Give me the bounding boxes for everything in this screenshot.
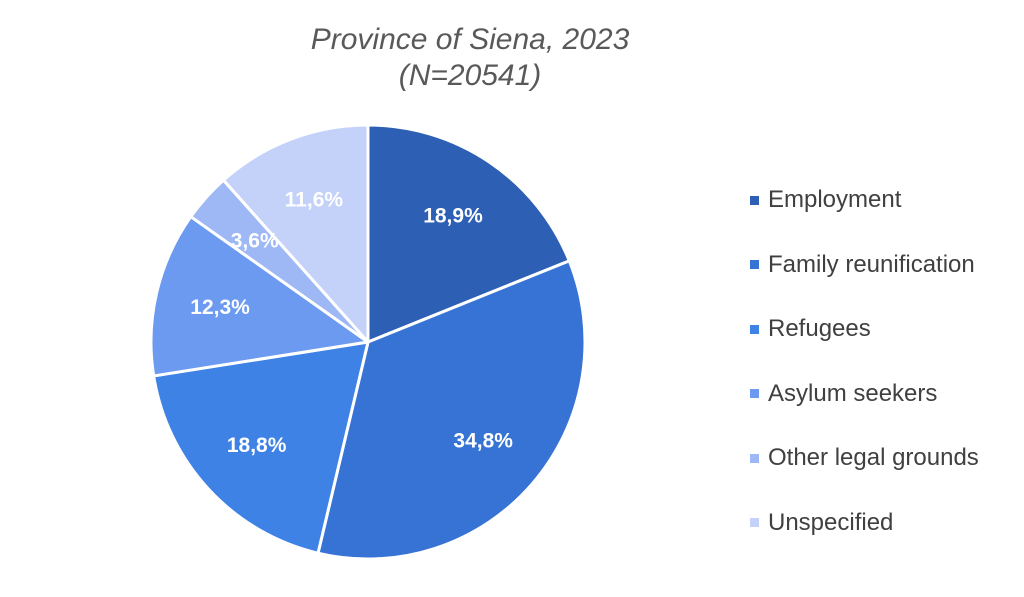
legend-label: Employment — [768, 186, 902, 214]
legend-label: Other legal grounds — [768, 444, 979, 472]
slice-label-unspecified: 11,6% — [285, 189, 344, 212]
legend-label: Unspecified — [768, 508, 894, 536]
legend: Employment Family reunification Refugees As… — [750, 168, 1020, 555]
pie-slice-family-reunification — [316, 259, 587, 561]
slice-label-other-legal-grounds: 3,6% — [231, 229, 279, 252]
legend-swatch — [750, 389, 759, 399]
legend-item-employment: Employment — [750, 168, 1020, 233]
pie-slice-employment — [366, 123, 571, 344]
legend-swatch — [750, 324, 759, 334]
legend-swatch — [750, 260, 759, 270]
legend-label: Asylum seekers — [768, 379, 938, 407]
legend-label: Refugees — [768, 315, 871, 343]
slice-label-refugees: 18,8% — [227, 434, 287, 457]
pie-slice-refugees — [152, 340, 370, 555]
legend-swatch — [750, 518, 759, 528]
legend-item-family-reunification: Family reunification — [750, 233, 1020, 298]
legend-label: Family reunification — [768, 250, 975, 278]
legend-swatch — [750, 195, 759, 205]
slice-label-employment: 18,9% — [423, 205, 483, 228]
slice-label-family-reunification: 34,8% — [453, 430, 513, 453]
legend-item-refugees: Refugees — [750, 297, 1020, 362]
legend-item-unspecified: Unspecified — [750, 491, 1020, 556]
chart-subtitle: (N=20541) — [398, 59, 542, 92]
pie-slice-unspecified — [221, 123, 370, 344]
legend-item-other-legal-grounds: Other legal grounds — [750, 426, 1020, 491]
chart-title: Province of Siena, 2023 (N=20541) — [0, 22, 940, 94]
slice-label-asylum-seekers: 12,3% — [190, 296, 250, 319]
pie-slice-asylum-seekers — [149, 215, 370, 378]
chart-title-line: Province of Siena, 2023 — [310, 23, 630, 56]
legend-item-asylum-seekers: Asylum seekers — [750, 362, 1020, 427]
legend-swatch — [750, 453, 759, 463]
